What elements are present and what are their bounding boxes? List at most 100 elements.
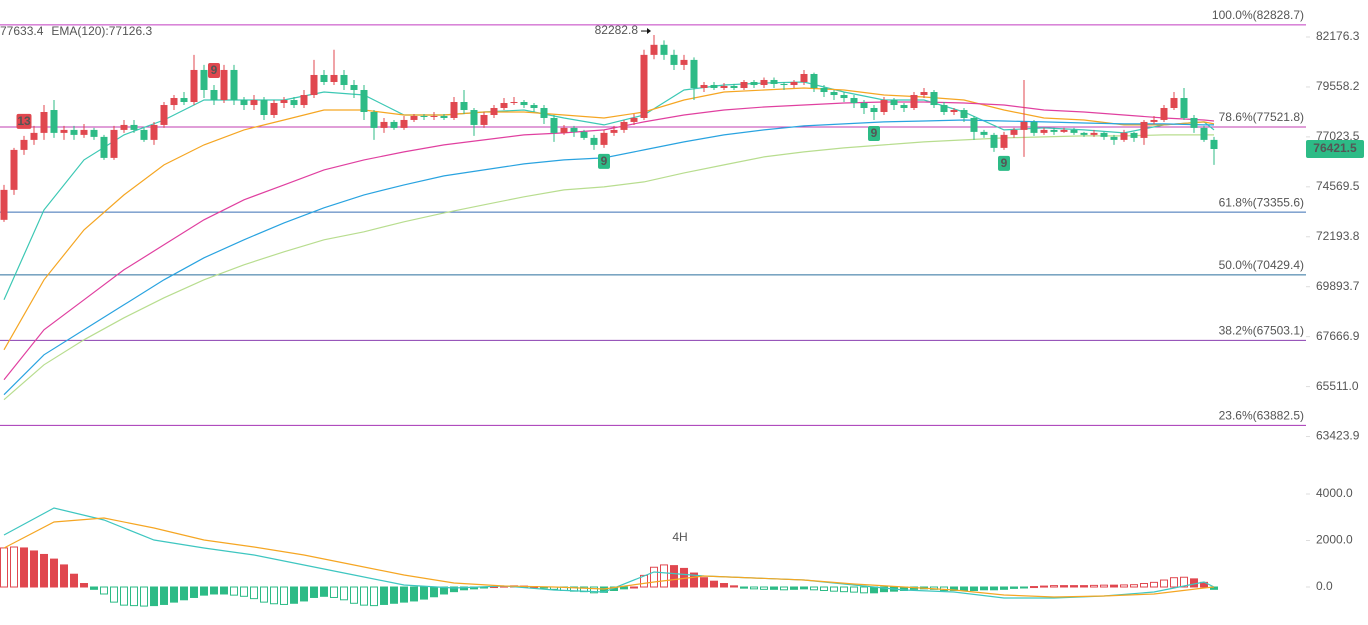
y-tick-label: 72193.8 xyxy=(1316,229,1360,243)
candle-body xyxy=(580,131,588,138)
macd-bar xyxy=(410,586,418,602)
macd-bar xyxy=(630,586,638,589)
macd-bar xyxy=(30,550,38,588)
candle-body xyxy=(90,129,98,137)
macd-bar xyxy=(1050,585,1058,588)
macd-bar xyxy=(720,583,728,588)
candle-body xyxy=(440,115,448,118)
macd-bar xyxy=(140,586,148,607)
candle-body xyxy=(70,129,78,135)
td-marker xyxy=(868,125,880,141)
macd-bar xyxy=(200,586,208,596)
candle-body xyxy=(830,92,838,96)
macd-bar xyxy=(270,586,278,605)
macd-bar xyxy=(40,553,48,588)
macd-bar xyxy=(1060,585,1068,588)
candle-body xyxy=(620,121,628,130)
macd-bar xyxy=(990,586,998,591)
macd-bar xyxy=(400,586,408,603)
candle-body xyxy=(810,73,818,88)
macd-bar xyxy=(20,547,28,588)
macd-bar xyxy=(1130,584,1138,588)
candle-body xyxy=(110,129,118,158)
candle-body xyxy=(870,108,878,113)
macd-bar xyxy=(960,586,968,591)
candle-body xyxy=(750,81,758,85)
candle-body xyxy=(610,129,618,133)
candle-body xyxy=(540,108,548,118)
fib-label: 61.8%(73355.6) xyxy=(1219,195,1304,209)
candle-body xyxy=(320,74,328,82)
macd-bar xyxy=(1010,586,1018,589)
candle-body xyxy=(630,117,638,122)
td-marker xyxy=(208,62,220,78)
macd-bar xyxy=(240,586,248,597)
candle-body xyxy=(360,89,368,113)
candle-body xyxy=(930,92,938,106)
macd-bar xyxy=(620,586,628,590)
candle-body xyxy=(1160,108,1168,120)
candle-body xyxy=(990,134,998,148)
candle-body xyxy=(420,115,428,117)
candle-body xyxy=(310,74,318,96)
macd-bar xyxy=(50,558,58,588)
macd-bar xyxy=(360,586,368,606)
last-price-label: 76421.5 xyxy=(1313,141,1357,155)
macd-bar xyxy=(230,586,238,596)
macd-bar xyxy=(860,586,868,594)
candle-body xyxy=(1210,139,1218,150)
macd-bar xyxy=(810,586,818,591)
td-marker-label: 13 xyxy=(17,114,31,128)
macd-bar xyxy=(330,586,338,598)
macd-bar xyxy=(970,586,978,591)
macd-line xyxy=(3,507,1215,599)
candle-body xyxy=(150,124,158,140)
candle-body xyxy=(1180,98,1188,118)
candle-body xyxy=(460,102,468,111)
candle-body xyxy=(260,100,268,115)
macd-bar xyxy=(1180,576,1188,588)
candle-body xyxy=(130,124,138,130)
macd-bar xyxy=(700,577,708,588)
macd-bar xyxy=(590,586,598,594)
candle-body xyxy=(840,95,848,99)
candle-body xyxy=(800,73,808,82)
macd-bar xyxy=(870,586,878,594)
candle-body xyxy=(20,139,28,150)
y-tick-label: 67666.9 xyxy=(1316,329,1360,343)
candle-body xyxy=(1010,129,1018,135)
candle-body xyxy=(400,119,408,128)
candle-body xyxy=(760,79,768,85)
candle-body xyxy=(490,108,498,115)
candle-body xyxy=(1110,136,1118,140)
candle-body xyxy=(40,112,48,133)
y-tick-label: 79558.2 xyxy=(1316,79,1360,93)
macd-bar xyxy=(1070,585,1078,588)
candle-body xyxy=(270,103,278,115)
macd-bar xyxy=(1140,583,1148,588)
macd-bar xyxy=(340,586,348,601)
macd-bar xyxy=(260,586,268,603)
candle-body xyxy=(1070,129,1078,133)
macd-bar xyxy=(730,585,738,588)
macd-bar xyxy=(310,586,318,598)
macd-bar xyxy=(670,565,678,588)
candle-body xyxy=(480,114,488,125)
candle-body xyxy=(560,127,568,133)
candle-body xyxy=(1000,134,1008,148)
macd-bar xyxy=(110,586,118,603)
macd-bar xyxy=(660,564,668,588)
candle-body xyxy=(550,117,558,133)
candle-body xyxy=(190,69,198,103)
macd-bar xyxy=(450,586,458,593)
candle-body xyxy=(0,189,8,220)
candle-body xyxy=(1150,119,1158,122)
macd-bar xyxy=(980,586,988,591)
candle-body xyxy=(890,100,898,106)
candle-body xyxy=(230,69,238,101)
macd-bar xyxy=(130,586,138,607)
candle-body xyxy=(1060,129,1068,132)
candle-body xyxy=(170,98,178,106)
